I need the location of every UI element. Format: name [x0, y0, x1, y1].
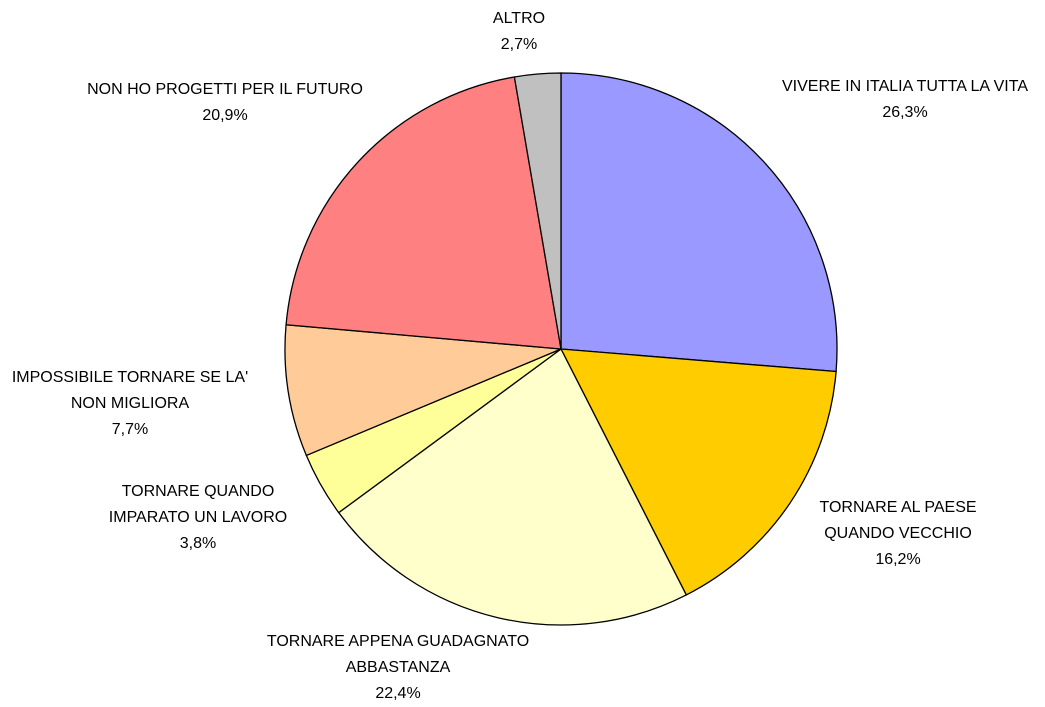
slice-label: IMPOSSIBILE TORNARE SE LA' NON MIGLIORA 7… — [0, 365, 260, 443]
slice-label: NON HO PROGETTI PER IL FUTURO 20,9% — [83, 77, 368, 129]
pie-slice — [513, 72, 562, 350]
category-label: IMPOSSIBILE TORNARE SE LA' NON MIGLIORA — [11, 369, 249, 412]
category-label: TORNARE APPENA GUADAGNATO ABBASTANZA — [266, 633, 530, 676]
pie-slice — [560, 72, 838, 373]
value-label: 22,4% — [375, 685, 421, 702]
pie-slice — [337, 348, 688, 626]
slice-label: VIVERE IN ITALIA TUTTA LA VITA 26,3% — [765, 74, 1045, 126]
category-label: NON HO PROGETTI PER IL FUTURO — [87, 81, 363, 98]
pie-slice — [284, 324, 562, 457]
value-label: 20,9% — [202, 107, 248, 124]
value-label: 26,3% — [882, 104, 928, 121]
slice-label: TORNARE QUANDO IMPARATO UN LAVORO 3,8% — [91, 479, 306, 557]
category-label: TORNARE QUANDO IMPARATO UN LAVORO — [108, 483, 288, 526]
value-label: 3,8% — [179, 535, 217, 552]
slice-label: TORNARE AL PAESE QUANDO VECCHIO 16,2% — [798, 495, 998, 573]
category-label: ALTRO — [492, 10, 546, 27]
value-label: 7,7% — [111, 421, 149, 438]
value-label: 16,2% — [875, 551, 921, 568]
pie-slice — [285, 76, 562, 350]
value-label: 2,7% — [500, 36, 538, 53]
slice-label: TORNARE APPENA GUADAGNATO ABBASTANZA 22,4… — [248, 629, 548, 707]
category-label: TORNARE AL PAESE QUANDO VECCHIO — [819, 499, 977, 542]
slice-label: ALTRO 2,7% — [459, 6, 579, 58]
category-label: VIVERE IN ITALIA TUTTA LA VITA — [782, 78, 1028, 95]
pie-slice — [559, 348, 837, 596]
